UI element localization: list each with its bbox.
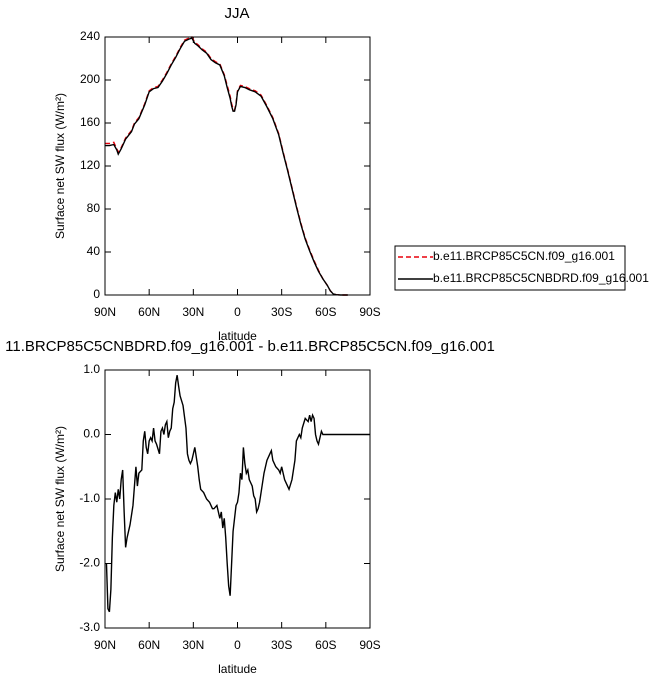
y-tick-label: 1.0 [83, 362, 100, 376]
y-tick-label: -2.0 [79, 556, 100, 570]
x-tick-label: 30S [271, 638, 292, 652]
x-tick-label: 30S [271, 305, 292, 319]
legend-label: b.e11.BRCP85C5CNBDRD.f09_g16.001 [433, 271, 649, 285]
chart-title: 11.BRCP85C5CNBDRD.f09_g16.001 - b.e11.BR… [5, 338, 495, 355]
x-tick-label: 60S [315, 638, 336, 652]
x-tick-label: 60S [315, 305, 336, 319]
x-tick-label: 60N [138, 638, 160, 652]
plot-frame [104, 36, 371, 296]
x-tick-label: 30N [182, 305, 204, 319]
y-tick-label: 0 [93, 287, 100, 301]
legend-label: b.e11.BRCP85C5CN.f09_g16.001 [433, 249, 615, 263]
y-tick-label: 160 [80, 115, 100, 129]
x-tick-label: 90S [359, 305, 380, 319]
x-tick-label: 90N [94, 638, 116, 652]
x-axis-label: latitude [218, 329, 257, 343]
x-axis-label: latitude [218, 662, 257, 676]
x-tick-label: 90N [94, 305, 116, 319]
y-tick-label: 80 [87, 201, 101, 215]
chart-title: JJA [224, 5, 249, 22]
legend-box [394, 245, 626, 291]
y-axis-label: Surface net SW flux (W/m²) [53, 426, 67, 572]
data-line [105, 375, 370, 613]
y-tick-label: 120 [80, 158, 100, 172]
y-tick-label: 200 [80, 72, 100, 86]
x-tick-label: 30N [182, 638, 204, 652]
y-tick-label: -3.0 [79, 620, 100, 634]
data-line [105, 37, 348, 296]
x-tick-label: 90S [359, 638, 380, 652]
x-tick-label: 0 [234, 638, 241, 652]
y-tick-label: 240 [80, 29, 100, 43]
x-tick-label: 60N [138, 305, 160, 319]
x-tick-label: 0 [234, 305, 241, 319]
y-tick-label: 40 [87, 244, 101, 258]
y-tick-label: 0.0 [83, 427, 100, 441]
y-axis-label: Surface net SW flux (W/m²) [53, 93, 67, 239]
y-tick-label: -1.0 [79, 491, 100, 505]
plot-frame [104, 369, 371, 629]
